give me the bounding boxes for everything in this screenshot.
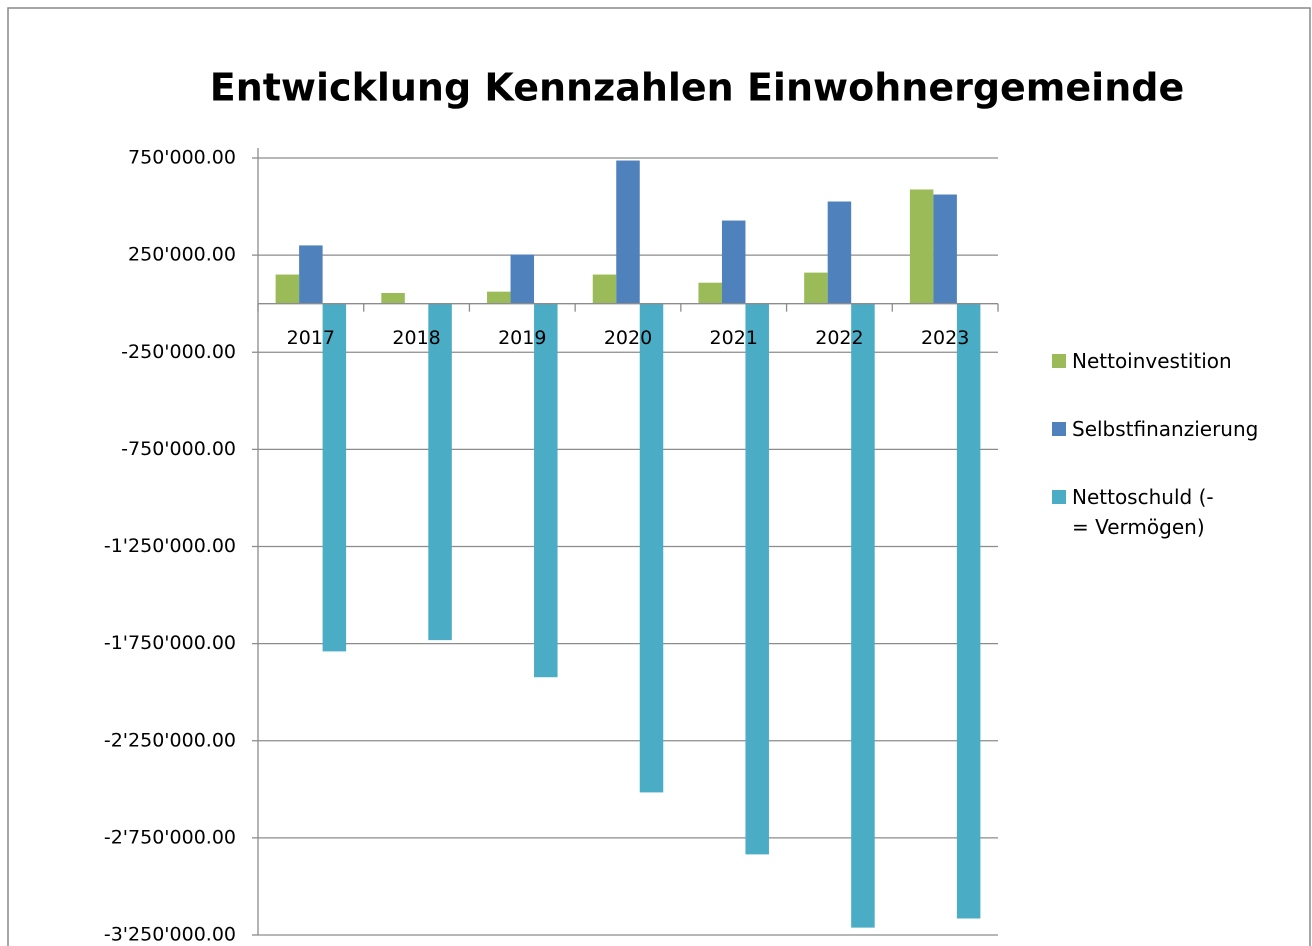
- bar: [827, 201, 852, 304]
- bar: [956, 303, 981, 919]
- bar: [510, 254, 535, 304]
- x-tick-label: 2020: [604, 327, 652, 349]
- bar: [721, 220, 746, 304]
- legend-swatch: [1052, 490, 1066, 504]
- y-tick-label: -750'000.00: [121, 438, 236, 460]
- y-tick-label: -1'250'000.00: [104, 535, 236, 557]
- y-tick-label: 250'000.00: [128, 244, 236, 266]
- bar: [534, 303, 558, 678]
- bar: [592, 274, 617, 304]
- legend-label: Nettoschuld (- = Vermögen): [1072, 485, 1214, 539]
- legend-item: Selbstfinanzierung: [1052, 414, 1302, 444]
- bar: [616, 160, 640, 304]
- x-tick-label: 2021: [710, 327, 758, 349]
- x-tick-label: 2023: [921, 327, 969, 349]
- legend-swatch: [1052, 422, 1066, 436]
- y-tick-label: -250'000.00: [121, 341, 236, 363]
- legend-swatch: [1052, 354, 1066, 368]
- y-tick-label: -3'250'000.00: [104, 924, 236, 946]
- bar: [381, 293, 405, 304]
- bar: [933, 194, 957, 304]
- bar: [804, 272, 828, 304]
- bar: [909, 189, 934, 304]
- bar: [698, 282, 722, 304]
- y-tick-label: -2'250'000.00: [104, 729, 236, 751]
- bar: [322, 303, 347, 652]
- x-tick-label: 2017: [287, 327, 335, 349]
- bar: [299, 245, 323, 304]
- bar: [275, 274, 300, 304]
- y-tick-label: 750'000.00: [128, 147, 236, 169]
- bar: [851, 303, 875, 928]
- bar: [745, 303, 769, 855]
- legend: Nettoinvestition Selbstfinanzierung Nettos…: [1052, 346, 1302, 580]
- bar: [428, 303, 452, 641]
- x-tick-label: 2022: [815, 327, 863, 349]
- legend-label: Selbstfinanzierung: [1072, 417, 1259, 441]
- chart-title: Entwicklung Kennzahlen Einwohnergemeinde: [210, 66, 1184, 110]
- y-tick-label: -1'750'000.00: [104, 632, 236, 654]
- x-tick-label: 2019: [498, 327, 546, 349]
- legend-label: Nettoinvestition: [1072, 349, 1232, 373]
- bar: [487, 291, 511, 304]
- legend-item: Nettoinvestition: [1052, 346, 1302, 376]
- chart-border: [7, 7, 1311, 946]
- bar: [639, 303, 664, 793]
- legend-item: Nettoschuld (- = Vermögen): [1052, 482, 1302, 542]
- x-tick-label: 2018: [392, 327, 440, 349]
- y-tick-label: -2'750'000.00: [104, 826, 236, 848]
